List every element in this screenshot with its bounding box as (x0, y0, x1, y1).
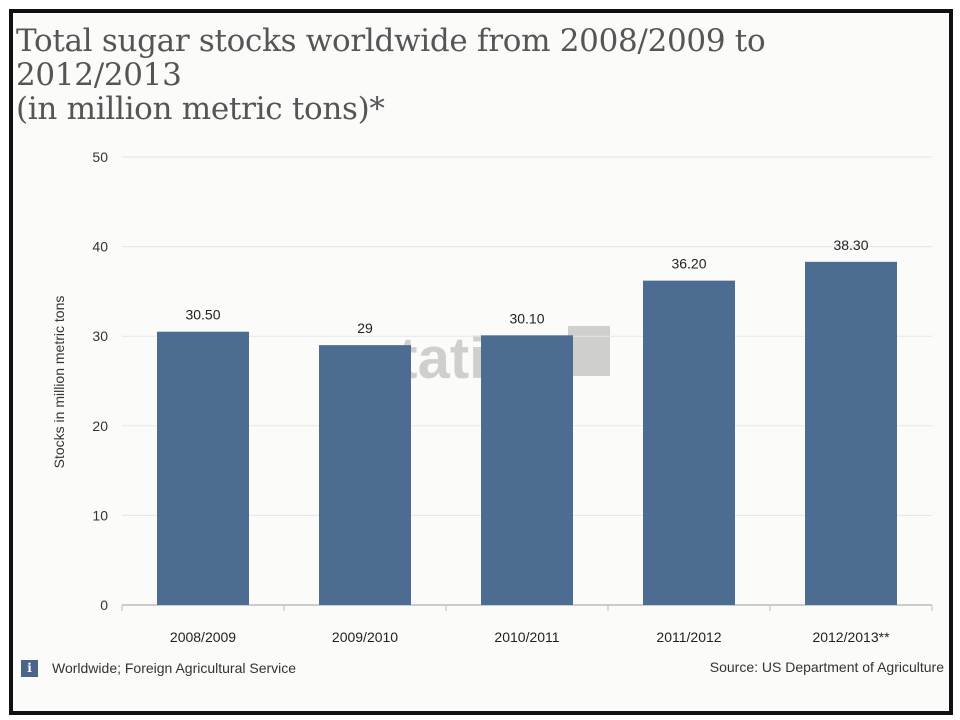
data-label: 30.50 (185, 307, 220, 323)
bar (643, 280, 735, 605)
bar (319, 345, 411, 605)
bars (157, 261, 897, 605)
y-axis-label: Stocks in million metric tons (51, 296, 67, 469)
data-label: 36.20 (671, 256, 706, 272)
region-note: Worldwide; Foreign Agricultural Service (52, 660, 297, 676)
bar (481, 335, 573, 605)
y-tick-label: 50 (92, 149, 108, 165)
data-label: 38.30 (833, 237, 868, 253)
chart-title-line-1: Total sugar stocks worldwide from 2008/2… (16, 23, 766, 93)
bar (805, 261, 897, 605)
chart-title-line-2: (in million metric tons)* (16, 91, 385, 127)
y-tick-label: 0 (100, 597, 108, 613)
value-labels: 30.50 29 30.10 36.20 38.30 (185, 237, 868, 336)
chart-title: Total sugar stocks worldwide from 2008/2… (16, 24, 916, 126)
info-icon[interactable]: i (21, 659, 38, 677)
x-tick-label: 2008/2009 (170, 629, 236, 645)
x-tick-label: 2012/2013** (812, 629, 890, 645)
source-note: Source: US Department of Agriculture (709, 659, 944, 675)
y-tick-label: 20 (92, 418, 108, 434)
x-tick-label: 2011/2012 (656, 629, 721, 645)
data-label: 30.10 (509, 310, 544, 326)
footer-note: i Worldwide; Foreign Agricultural Servic… (21, 657, 296, 679)
y-tick-label: 40 (92, 239, 108, 255)
y-axis-ticks: 0 10 20 30 40 50 (92, 149, 108, 613)
data-label: 29 (357, 320, 373, 336)
x-axis-ticks: 2008/2009 2009/2010 2010/2011 2011/2012 2012… (121, 605, 933, 645)
watermark-logo-icon (568, 326, 610, 376)
y-tick-label: 30 (92, 328, 108, 344)
x-tick-label: 2010/2011 (494, 629, 559, 645)
x-tick-label: 2009/2010 (332, 629, 398, 645)
bar (157, 331, 249, 605)
y-tick-label: 10 (92, 507, 108, 523)
